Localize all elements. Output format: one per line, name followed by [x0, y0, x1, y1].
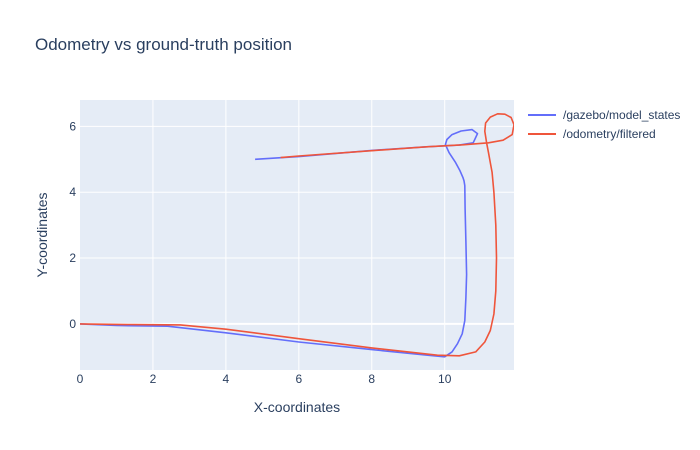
grid-lines	[80, 100, 514, 370]
series-layer	[80, 113, 514, 358]
y-axis-title: Y-coordinates	[34, 192, 50, 277]
chart-title: Odometry vs ground-truth position	[35, 35, 292, 54]
legend-item-gazebo-model-states[interactable]: /gazebo/model_states	[528, 108, 680, 122]
y-tick-label: 0	[69, 317, 76, 331]
x-tick-label: 4	[223, 372, 230, 386]
y-tick-label: 2	[69, 251, 76, 265]
tick-labels: 0 2 4 6 8 10 0 2 4 6	[69, 119, 451, 386]
legend-item-odometry-filtered[interactable]: /odometry/filtered	[528, 127, 656, 141]
legend-label: /gazebo/model_states	[563, 108, 680, 122]
x-tick-label: 0	[77, 372, 84, 386]
y-tick-label: 4	[69, 185, 76, 199]
x-axis-title: X-coordinates	[254, 399, 340, 415]
legend[interactable]: /gazebo/model_states /odometry/filtered	[528, 108, 680, 141]
y-tick-label: 6	[69, 119, 76, 133]
series-line-odometry-filtered	[80, 113, 514, 357]
x-tick-label: 8	[368, 372, 375, 386]
x-tick-label: 2	[150, 372, 157, 386]
x-tick-label: 10	[438, 372, 452, 386]
legend-label: /odometry/filtered	[563, 127, 656, 141]
series-line-gazebo-model-states	[80, 128, 479, 358]
x-tick-label: 6	[295, 372, 302, 386]
plot-area	[80, 100, 514, 370]
